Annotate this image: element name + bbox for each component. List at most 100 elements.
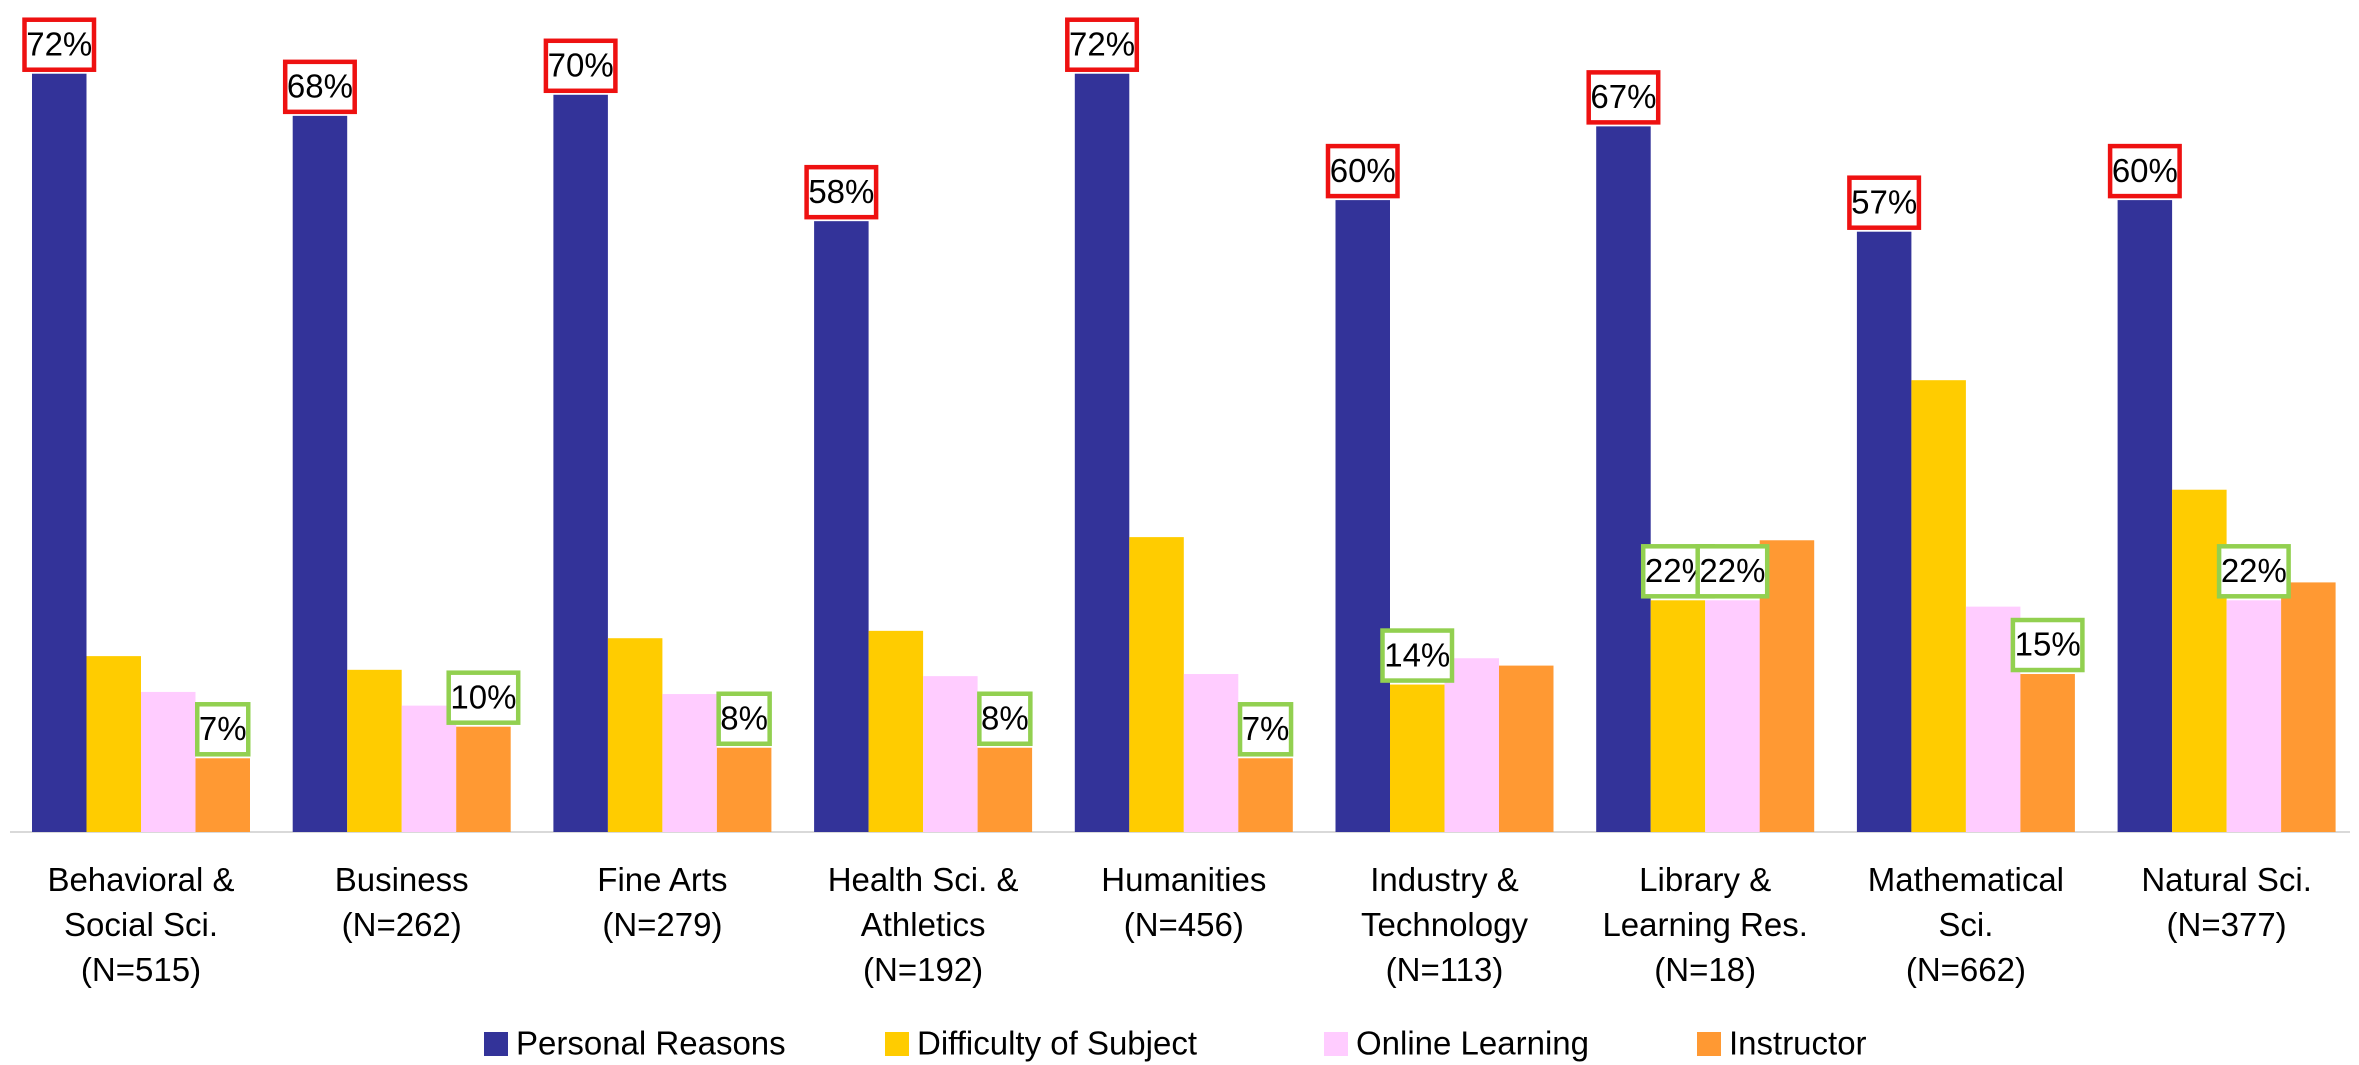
bar: [1705, 600, 1760, 832]
legend-label: Personal Reasons: [516, 1025, 786, 1062]
bar: [607, 638, 663, 832]
bar: [923, 676, 978, 832]
bar: [32, 73, 87, 833]
x-tick-label-line: Social Sci.: [64, 906, 218, 943]
legend-swatch: [1324, 1032, 1348, 1056]
data-label: 72%: [26, 25, 92, 62]
data-label-box: [1847, 175, 1922, 230]
data-label: 58%: [808, 173, 874, 210]
x-tick-label-line: Fine Arts: [597, 861, 727, 898]
bar: [716, 747, 772, 832]
legend-label: Online Learning: [1356, 1025, 1589, 1062]
data-label-box: [282, 59, 357, 115]
data-label: 70%: [548, 47, 614, 84]
x-tick-label-line: (N=113): [1386, 951, 1504, 988]
x-tick-label: Library & Learning Res. (N=18): [1602, 861, 1807, 988]
bar: [2281, 582, 2336, 832]
bar: [553, 94, 608, 833]
x-tick-label-line: (N=515): [81, 951, 201, 988]
bar: [292, 115, 348, 833]
bar: [1238, 758, 1293, 832]
x-tick-label-line: Natural Sci.: [2141, 861, 2312, 898]
data-label-box: [804, 164, 879, 220]
data-label: 7%: [1242, 710, 1290, 747]
x-tick-label-line: (N=279): [602, 906, 722, 943]
bar: [1596, 126, 1651, 832]
x-tick-label-line: Learning Res.: [1602, 906, 1807, 943]
bar: [868, 630, 924, 832]
x-tick-label-line: Business: [335, 861, 469, 898]
x-tick-label-line: (N=192): [863, 951, 983, 988]
data-label: 22%: [1699, 552, 1765, 589]
bar: [456, 726, 511, 832]
x-tick-label-line: Athletics: [861, 906, 986, 943]
x-tick-label-line: Industry &: [1370, 861, 1519, 898]
bar: [195, 758, 250, 832]
bar: [86, 656, 141, 832]
data-label: 14%: [1384, 636, 1450, 673]
x-tick-label-line: (N=662): [1906, 951, 2026, 988]
data-label-box: [1695, 544, 1770, 599]
data-label: 72%: [1069, 25, 1135, 62]
data-label: 8%: [720, 699, 768, 736]
bar: [1129, 537, 1184, 832]
data-label: 60%: [1330, 152, 1396, 189]
bar: [1911, 380, 1966, 832]
data-label-box: [1380, 628, 1455, 683]
bar: [814, 221, 869, 832]
data-label-box: [22, 17, 97, 72]
x-tick-label: Industry & Technology (N=113): [1361, 861, 1528, 988]
bar: [1856, 231, 1912, 833]
x-tick-label: Fine Arts (N=279): [597, 861, 727, 943]
data-label: 15%: [2015, 626, 2081, 663]
bar: [2020, 674, 2075, 832]
data-label-box: [2216, 544, 2291, 599]
x-tick-label-line: Mathematical: [1868, 861, 2064, 898]
legend-swatch: [1697, 1032, 1721, 1056]
data-label-box: [2107, 143, 2182, 199]
x-tick-label-line: (N=18): [1654, 951, 1756, 988]
x-tick-label-line: Sci.: [1938, 906, 1993, 943]
bar: [2226, 600, 2282, 832]
bar: [1499, 665, 1554, 832]
data-label-box: [716, 691, 772, 746]
x-tick-label: Natural Sci. (N=377): [2141, 861, 2312, 943]
x-tick-label-line: Behavioral &: [47, 861, 234, 898]
x-tick-label: Health Sci. & Athletics (N=192): [828, 861, 1019, 988]
data-label-box: [2010, 617, 2085, 673]
bar: [1650, 600, 1706, 832]
bar: [141, 691, 196, 832]
bar: [1335, 200, 1390, 833]
data-label: 60%: [2112, 152, 2178, 189]
x-tick-label: Humanities (N=456): [1101, 861, 1266, 943]
x-tick-label-line: (N=456): [1124, 906, 1244, 943]
data-label-box: [446, 670, 521, 725]
bar: [977, 747, 1033, 832]
legend-label: Instructor: [1729, 1025, 1867, 1062]
data-label: 67%: [1590, 78, 1656, 115]
x-tick-label: Behavioral & Social Sci. (N=515): [47, 861, 234, 988]
x-tick-label-line: (N=262): [342, 906, 462, 943]
data-label: 7%: [199, 710, 247, 747]
x-tick-label-line: Technology: [1361, 906, 1528, 943]
legend-label: Difficulty of Subject: [917, 1025, 1197, 1062]
data-label-box: [195, 702, 251, 757]
data-label: 8%: [981, 699, 1029, 736]
data-label: 68%: [287, 68, 353, 105]
x-tick-label-line: Health Sci. &: [828, 861, 1019, 898]
bar: [2117, 200, 2173, 833]
legend-swatch: [885, 1032, 909, 1056]
bar: [1444, 658, 1499, 832]
data-label-box: [1237, 702, 1294, 757]
data-label-box: [543, 38, 618, 94]
bar: [401, 705, 457, 832]
bar: [1074, 73, 1130, 833]
data-label: 57%: [1851, 183, 1917, 220]
data-label-box: [1325, 143, 1400, 199]
data-label-box: [977, 691, 1033, 746]
bar: [1183, 674, 1239, 832]
bar: [662, 694, 717, 832]
data-label-box: [1586, 70, 1661, 125]
data-label: 10%: [450, 678, 516, 715]
